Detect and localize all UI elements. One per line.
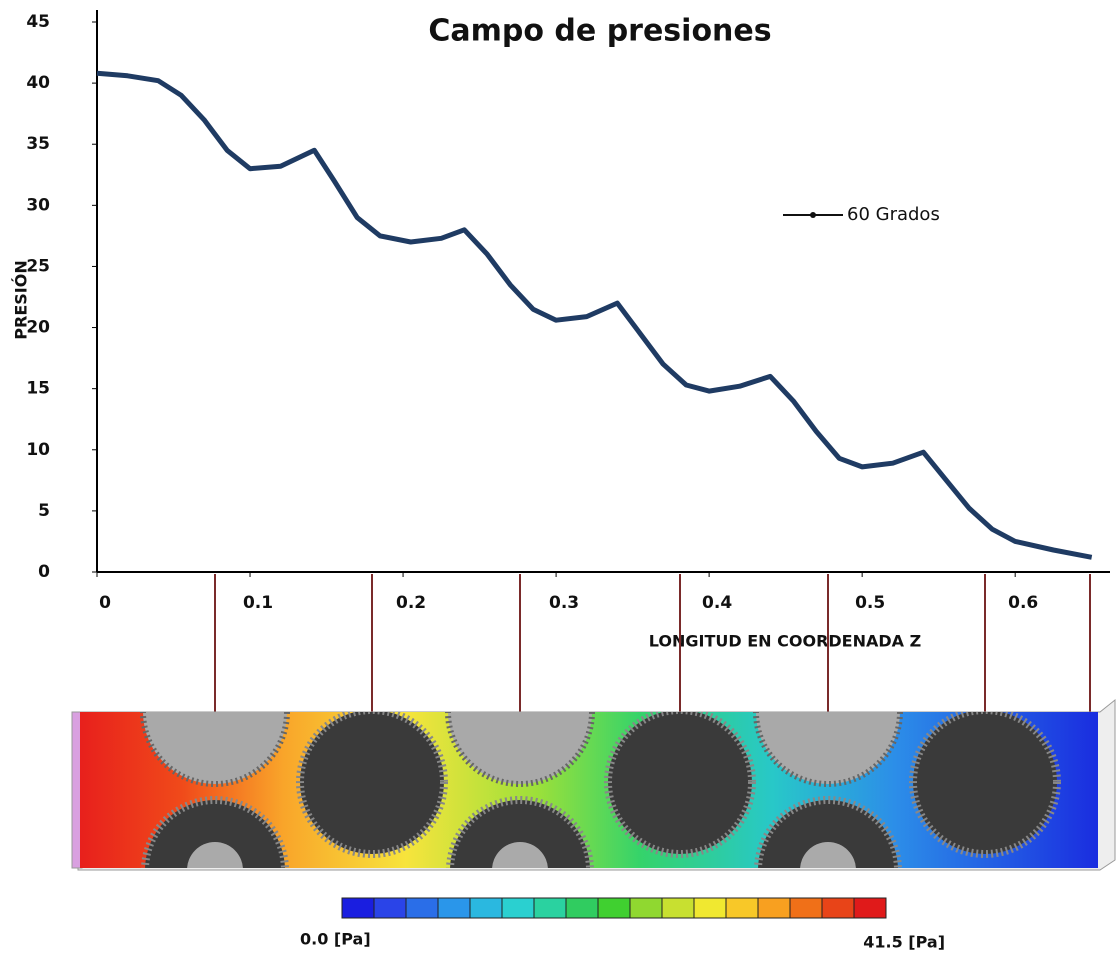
colorbar-cell xyxy=(437,897,471,919)
colorbar-cell xyxy=(469,897,503,919)
colorbar-max-label: 41.5 [Pa] xyxy=(863,933,945,952)
x-tick-label: 0.3 xyxy=(549,593,579,613)
colorbar-cell xyxy=(565,897,599,919)
guide-lines xyxy=(214,574,1091,712)
x-tick-label: 0.6 xyxy=(1008,593,1038,613)
colorbar-min-label: 0.0 [Pa] xyxy=(300,930,371,949)
y-tick-label: 45 xyxy=(26,12,50,32)
colorbar-cell xyxy=(373,897,407,919)
y-tick-label: 15 xyxy=(26,379,50,399)
y-tick-label: 35 xyxy=(26,134,50,154)
x-tick-label: 0 xyxy=(99,593,111,613)
colorbar-cell xyxy=(661,897,695,919)
colorbar-cell xyxy=(693,897,727,919)
x-tick-label: 0.5 xyxy=(855,593,885,613)
y-tick-label: 0 xyxy=(38,562,50,582)
colorbar-cell xyxy=(853,897,887,919)
colorbar-cell xyxy=(341,897,375,919)
y-tick-label: 10 xyxy=(26,440,50,460)
colorbar-cell xyxy=(405,897,439,919)
y-tick-label: 30 xyxy=(26,195,50,215)
colorbar-cell xyxy=(821,897,855,919)
line-series xyxy=(96,70,1093,560)
legend-label: 60 Grados xyxy=(847,204,940,225)
colorbar-cell xyxy=(597,897,631,919)
chart-title: Campo de presiones xyxy=(428,14,771,49)
legend-marker xyxy=(810,212,816,218)
y-tick-label: 5 xyxy=(38,501,50,521)
y-axis-label: PRESIÓN xyxy=(12,260,31,339)
colorbar-cell xyxy=(757,897,791,919)
y-tick-label: 40 xyxy=(26,73,50,93)
y-tick-label: 20 xyxy=(26,318,50,338)
colorbar xyxy=(341,897,887,919)
x-tick-label: 0.1 xyxy=(243,593,273,613)
colorbar-cell xyxy=(533,897,567,919)
contour-image xyxy=(71,698,1116,871)
x-tick-label: 0.4 xyxy=(702,593,732,613)
colorbar-cell xyxy=(725,897,759,919)
colorbar-cell xyxy=(501,897,535,919)
y-tick-label: 25 xyxy=(26,256,50,276)
x-axis-label: LONGITUD EN COORDENADA Z xyxy=(649,632,921,651)
colorbar-cell xyxy=(789,897,823,919)
x-tick-label: 0.2 xyxy=(396,593,426,613)
colorbar-cell xyxy=(629,897,663,919)
